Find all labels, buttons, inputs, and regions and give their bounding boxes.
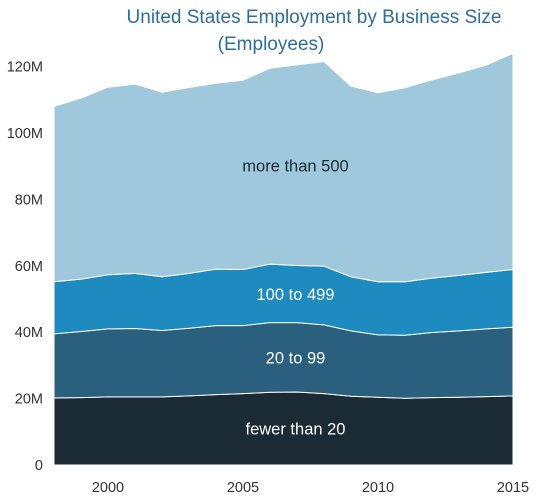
x-tick-label: 2010 [362, 480, 394, 496]
y-tick-label: 40M [15, 325, 43, 341]
band-label: 100 to 499 [257, 286, 335, 304]
chart-subtitle: (Employees) [218, 34, 325, 55]
band-label: more than 500 [242, 157, 348, 175]
chart-title: United States Employment by Business Siz… [127, 7, 502, 28]
band-label: 20 to 99 [266, 349, 326, 367]
y-tick-label: 60M [15, 259, 43, 275]
y-tick-label: 120M [7, 60, 43, 76]
y-tick-label: 100M [7, 126, 43, 142]
y-tick-label: 0 [35, 458, 43, 474]
x-tick-label: 2000 [92, 480, 124, 496]
x-axis: 2000 2005 2010 2015 [92, 480, 529, 496]
x-tick-label: 2015 [497, 480, 529, 496]
area-more-than-500 [53, 52, 514, 283]
y-axis: 0 20M 40M 60M 80M 100M 120M [7, 60, 43, 474]
band-label: fewer than 20 [246, 421, 346, 439]
x-tick-label: 2005 [227, 480, 259, 496]
y-tick-label: 80M [15, 192, 43, 208]
area-layers [53, 52, 514, 466]
band-labels: fewer than 20 20 to 99 100 to 499 more than… [242, 157, 348, 438]
y-tick-label: 20M [15, 392, 43, 408]
